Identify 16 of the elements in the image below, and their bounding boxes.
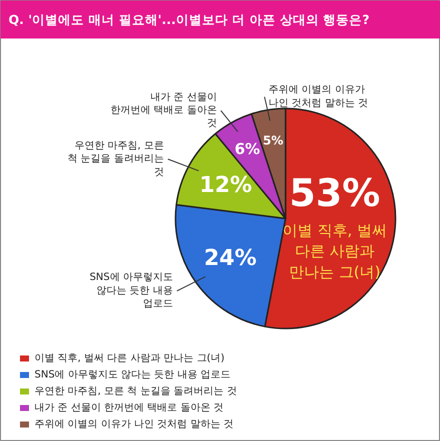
data-label: 24% <box>204 246 257 272</box>
slice-label: 우연한 마주침, 모른 척 눈길을 돌려버리는 것 <box>68 140 164 178</box>
legend-label: 주위에 이별의 이유가 나인 것처럼 말하는 것 <box>34 419 234 430</box>
legend-label: 내가 준 선물이 한꺼번에 택배로 돌아온 것 <box>34 402 224 414</box>
data-label: 53% <box>289 171 380 216</box>
slice-label: 이별 직후, 벌써 다른 사람과 만나는 그(녀) <box>282 221 387 281</box>
slice-label: 주위에 이별의 이유가 나인 것처럼 말하는 것 <box>268 84 368 109</box>
data-label: 12% <box>199 173 252 198</box>
chart-title: Q. '이별에도 매너 필요해'...이별보다 더 아픈 상대의 행동은? <box>8 12 370 27</box>
legend-label: 이별 직후, 벌써 다른 사람과 만나는 그(녀) <box>34 353 225 364</box>
slice-label: 내가 준 선물이 한꺼번에 택배로 돌아온 것 <box>110 92 217 130</box>
data-label: 5% <box>262 133 284 148</box>
data-label: 6% <box>234 140 260 158</box>
legend-label: SNS에 아무렇지도 않다는 듯한 내용 업로드 <box>34 370 231 380</box>
slice-label: SNS에 아무렇지도 않다는 듯한 내용 업로드 <box>90 272 173 310</box>
legend-label: 우연한 마주침, 모른 척 눈길을 돌려버리는 것 <box>34 386 237 397</box>
